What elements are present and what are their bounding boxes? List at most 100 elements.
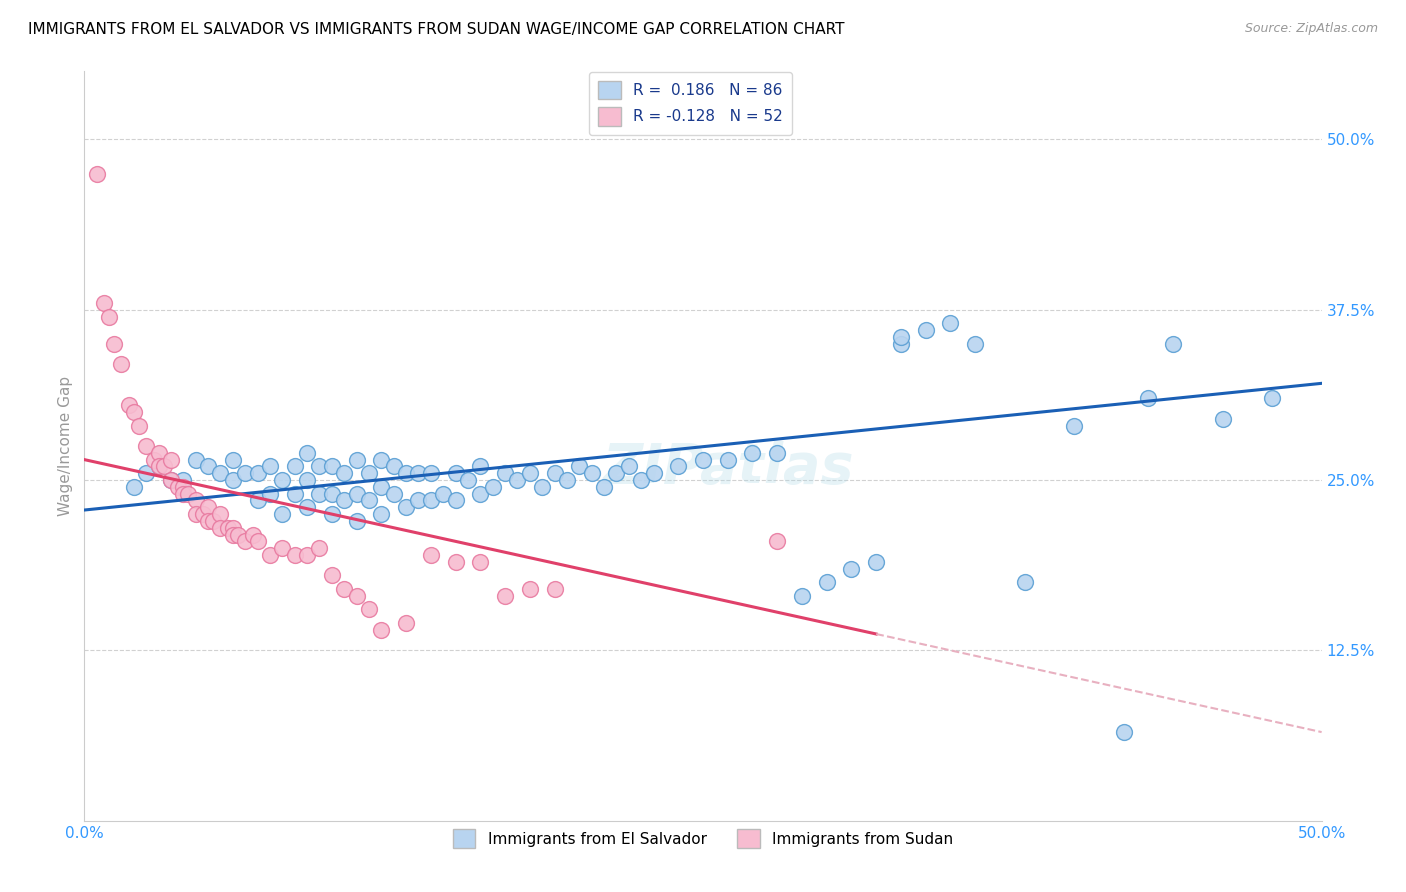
Point (128, 418, 150, 433)
Point (217, 521, 239, 535)
Point (284, 548, 307, 562)
Legend: Immigrants from El Salvador, Immigrants from Sudan: Immigrants from El Salvador, Immigrants … (447, 823, 959, 855)
Point (1137, 392, 1160, 406)
Point (1212, 411, 1234, 425)
Point (259, 486, 281, 500)
Point (643, 467, 665, 481)
Point (444, 467, 467, 481)
Y-axis label: Wage/Income Gap: Wage/Income Gap (58, 376, 73, 516)
Point (333, 582, 356, 596)
Point (666, 459, 689, 474)
Point (346, 452, 368, 467)
Point (295, 473, 318, 487)
Point (160, 473, 183, 487)
Point (148, 459, 170, 474)
Point (408, 467, 430, 481)
Point (191, 507, 214, 521)
Point (470, 555, 492, 569)
Point (444, 555, 467, 569)
Point (408, 493, 430, 508)
Point (419, 548, 441, 562)
Text: IMMIGRANTS FROM EL SALVADOR VS IMMIGRANTS FROM SUDAN WAGE/INCOME GAP CORRELATION: IMMIGRANTS FROM EL SALVADOR VS IMMIGRANT… (28, 22, 845, 37)
Point (295, 548, 318, 562)
Point (160, 473, 183, 487)
Point (506, 473, 529, 487)
Point (346, 514, 368, 528)
Point (357, 602, 380, 616)
Point (370, 507, 392, 521)
Point (432, 486, 454, 500)
Point (370, 480, 392, 494)
Point (295, 446, 318, 460)
Point (568, 459, 591, 474)
Point (284, 486, 307, 500)
Point (1261, 392, 1284, 406)
Point (593, 480, 616, 494)
Point (271, 473, 294, 487)
Point (321, 459, 343, 474)
Point (167, 480, 190, 494)
Point (103, 336, 125, 351)
Point (841, 561, 863, 575)
Point (271, 541, 294, 556)
Point (233, 534, 256, 549)
Point (184, 493, 207, 508)
Point (86, 167, 108, 181)
Point (395, 467, 418, 481)
Point (321, 507, 343, 521)
Point (222, 521, 245, 535)
Point (209, 507, 232, 521)
Point (790, 589, 813, 603)
Point (118, 398, 141, 412)
Point (152, 459, 174, 474)
Point (197, 500, 219, 515)
Point (444, 493, 467, 508)
Point (98, 310, 121, 324)
Point (135, 467, 157, 481)
Point (555, 473, 578, 487)
Point (395, 500, 418, 515)
Point (148, 446, 170, 460)
Point (142, 452, 165, 467)
Point (226, 527, 249, 541)
Point (135, 439, 157, 453)
Point (605, 467, 627, 481)
Point (1014, 575, 1036, 590)
Text: Source: ZipAtlas.com: Source: ZipAtlas.com (1244, 22, 1378, 36)
Point (222, 527, 245, 541)
Point (382, 486, 405, 500)
Point (93, 296, 115, 310)
Point (284, 459, 307, 474)
Point (357, 467, 380, 481)
Point (939, 317, 962, 331)
Point (382, 459, 405, 474)
Point (914, 323, 936, 337)
Point (308, 486, 330, 500)
Point (470, 459, 492, 474)
Point (122, 405, 145, 419)
Point (222, 452, 245, 467)
Point (184, 507, 207, 521)
Point (197, 514, 219, 528)
Point (259, 459, 281, 474)
Point (172, 473, 194, 487)
Point (1161, 336, 1184, 351)
Point (184, 452, 207, 467)
Point (890, 336, 912, 351)
Point (717, 452, 740, 467)
Point (172, 486, 194, 500)
Point (519, 467, 541, 481)
Point (333, 493, 356, 508)
Point (531, 480, 554, 494)
Point (233, 467, 256, 481)
Point (370, 452, 392, 467)
Point (308, 541, 330, 556)
Point (172, 480, 194, 494)
Point (543, 467, 565, 481)
Point (148, 459, 170, 474)
Point (321, 568, 343, 582)
Point (494, 589, 516, 603)
Point (295, 500, 318, 515)
Point (271, 507, 294, 521)
Point (242, 527, 264, 541)
